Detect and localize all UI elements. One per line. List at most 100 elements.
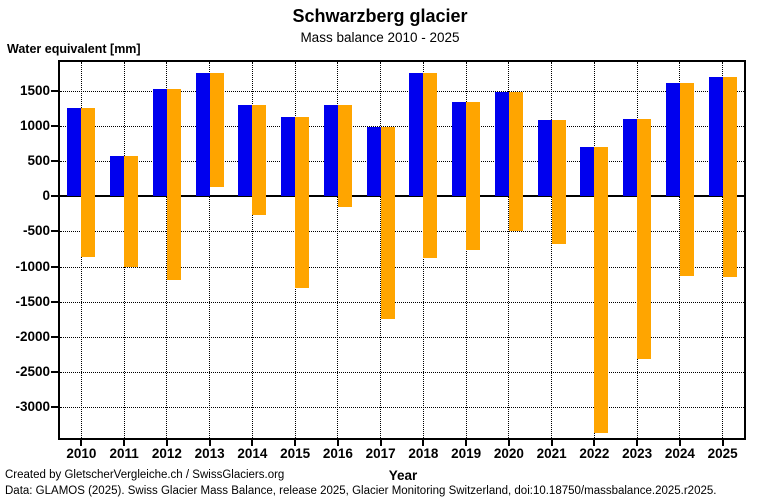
zero-line (60, 195, 744, 198)
y-axis-tick (51, 230, 58, 233)
winter-balance-bar (623, 118, 638, 197)
x-tick-label: 2025 (707, 446, 738, 461)
x-tick-label: 2015 (280, 446, 311, 461)
winter-balance-bar (67, 108, 82, 197)
annual-balance-bar (166, 89, 181, 280)
annual-balance-bar (124, 156, 139, 268)
y-tick-label: -2500 (15, 363, 50, 379)
grid-line-vertical (251, 62, 253, 438)
grid-line-horizontal (60, 125, 744, 127)
winter-balance-bar (366, 127, 381, 197)
x-axis-tick (165, 440, 168, 446)
y-tick-label: -3000 (15, 399, 50, 415)
x-tick-label: 2016 (322, 446, 353, 461)
plot-area (58, 60, 746, 440)
annual-balance-bar (594, 147, 609, 434)
grid-line-horizontal (60, 90, 744, 92)
annual-balance-bar (679, 83, 694, 276)
x-axis-tick (422, 440, 425, 446)
page-subtitle: Mass balance 2010 - 2025 (300, 30, 460, 45)
winter-balance-bar (452, 102, 467, 197)
grid-line-horizontal (60, 371, 744, 373)
x-tick-label: 2010 (66, 446, 97, 461)
x-axis-tick (80, 440, 83, 446)
x-tick-label: 2014 (237, 446, 268, 461)
y-axis-tick (51, 124, 58, 127)
annual-balance-bar (337, 104, 352, 207)
y-axis-tick (51, 195, 58, 198)
y-axis-tick (51, 89, 58, 92)
annual-balance-bar (508, 92, 523, 232)
x-tick-label: 2023 (622, 446, 653, 461)
x-tick-label: 2020 (493, 446, 524, 461)
grid-line-horizontal (60, 266, 744, 268)
x-axis-tick (721, 440, 724, 446)
credit-line: Created by GletscherVergleiche.ch / Swis… (5, 469, 285, 481)
winter-balance-bar (665, 83, 680, 197)
x-tick-label: 2012 (151, 446, 182, 461)
winter-balance-bar (238, 104, 253, 197)
x-axis-tick (550, 440, 553, 446)
y-tick-label: -2000 (15, 328, 50, 344)
grid-line-horizontal (60, 231, 744, 233)
winter-balance-bar (409, 72, 424, 197)
x-tick-label: 2024 (664, 446, 695, 461)
annual-balance-bar (551, 119, 566, 245)
y-tick-label: 1000 (19, 117, 50, 133)
x-axis-tick (379, 440, 382, 446)
y-axis-tick (51, 370, 58, 373)
annual-balance-bar (209, 73, 224, 188)
x-tick-label: 2011 (109, 446, 139, 461)
y-axis-tick (51, 160, 58, 163)
x-axis-tick (465, 440, 468, 446)
x-tick-label: 2013 (194, 446, 225, 461)
winter-balance-bar (110, 156, 125, 197)
annual-balance-bar (423, 72, 438, 259)
grid-line-vertical (209, 62, 211, 438)
winter-balance-bar (152, 89, 167, 197)
y-tick-label: -500 (22, 223, 50, 239)
annual-balance-bar (466, 102, 481, 250)
annual-balance-bar (81, 108, 96, 258)
y-axis-tick (51, 335, 58, 338)
x-axis-tick (294, 440, 297, 446)
y-tick-label: 1500 (19, 82, 50, 98)
winter-balance-bar (708, 76, 723, 197)
y-tick-label: -1000 (15, 258, 50, 274)
winter-balance-bar (537, 119, 552, 197)
x-axis-tick (336, 440, 339, 446)
y-tick-label: -1500 (15, 293, 50, 309)
x-tick-label: 2019 (451, 446, 482, 461)
annual-balance-bar (252, 104, 267, 216)
y-tick-label: 500 (27, 153, 50, 169)
winter-balance-bar (580, 147, 595, 197)
x-tick-label: 2018 (408, 446, 439, 461)
grid-line-vertical (551, 62, 553, 438)
winter-balance-bar (494, 92, 509, 197)
grid-line-horizontal (60, 407, 744, 409)
page-title: Schwarzberg glacier (292, 6, 468, 26)
x-axis-tick (636, 440, 639, 446)
x-tick-label: 2017 (365, 446, 396, 461)
annual-balance-bar (295, 116, 310, 289)
annual-balance-bar (380, 127, 395, 320)
x-tick-label: 2022 (579, 446, 610, 461)
grid-line-vertical (337, 62, 339, 438)
x-axis-tick (593, 440, 596, 446)
x-axis-tick (507, 440, 510, 446)
winter-balance-bar (323, 104, 338, 197)
y-axis-title: Water equivalent [mm] (7, 42, 141, 56)
annual-balance-bar (722, 76, 737, 278)
y-axis-tick (51, 300, 58, 303)
x-tick-label: 2021 (536, 446, 567, 461)
annual-balance-bar (637, 118, 652, 360)
y-axis-tick (51, 406, 58, 409)
grid-line-horizontal (60, 161, 744, 163)
grid-line-horizontal (60, 301, 744, 303)
grid-line-vertical (508, 62, 510, 438)
grid-line-vertical (465, 62, 467, 438)
winter-balance-bar (195, 73, 210, 197)
x-axis-tick (251, 440, 254, 446)
y-tick-label: 0 (42, 188, 50, 204)
